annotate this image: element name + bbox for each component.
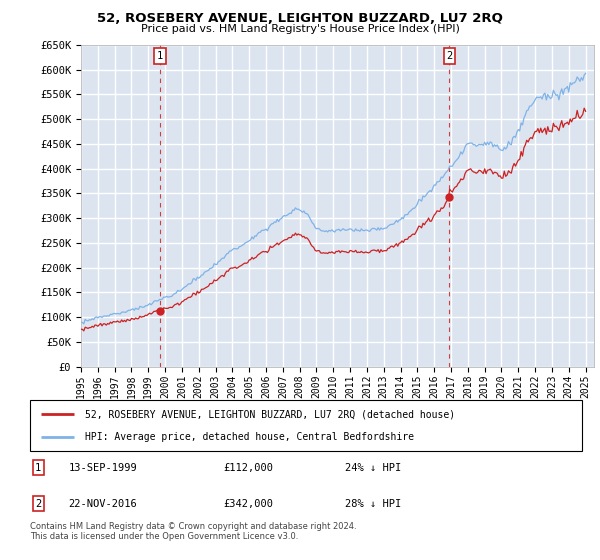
Text: HPI: Average price, detached house, Central Bedfordshire: HPI: Average price, detached house, Cent… xyxy=(85,432,414,442)
FancyBboxPatch shape xyxy=(30,400,582,451)
Text: 22-NOV-2016: 22-NOV-2016 xyxy=(68,499,137,509)
Text: 2: 2 xyxy=(35,499,41,509)
Text: 28% ↓ HPI: 28% ↓ HPI xyxy=(344,499,401,509)
Text: £112,000: £112,000 xyxy=(223,463,273,473)
Text: Contains HM Land Registry data © Crown copyright and database right 2024.
This d: Contains HM Land Registry data © Crown c… xyxy=(30,522,356,542)
Text: 13-SEP-1999: 13-SEP-1999 xyxy=(68,463,137,473)
Text: 1: 1 xyxy=(157,51,163,61)
Text: 52, ROSEBERY AVENUE, LEIGHTON BUZZARD, LU7 2RQ (detached house): 52, ROSEBERY AVENUE, LEIGHTON BUZZARD, L… xyxy=(85,409,455,419)
Text: 1: 1 xyxy=(35,463,41,473)
Text: 2: 2 xyxy=(446,51,452,61)
Text: 24% ↓ HPI: 24% ↓ HPI xyxy=(344,463,401,473)
Text: 52, ROSEBERY AVENUE, LEIGHTON BUZZARD, LU7 2RQ: 52, ROSEBERY AVENUE, LEIGHTON BUZZARD, L… xyxy=(97,12,503,25)
Text: £342,000: £342,000 xyxy=(223,499,273,509)
Text: Price paid vs. HM Land Registry's House Price Index (HPI): Price paid vs. HM Land Registry's House … xyxy=(140,24,460,34)
